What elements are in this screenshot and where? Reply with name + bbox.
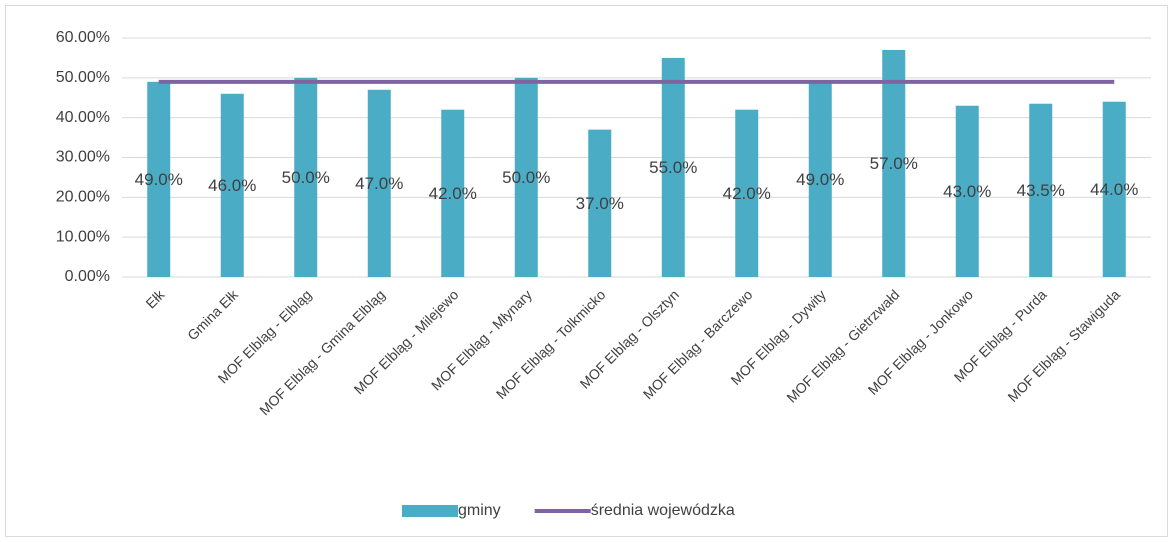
bar	[588, 129, 612, 277]
bar	[882, 49, 906, 278]
bar	[441, 109, 465, 277]
y-tick-label: 40.00%	[56, 109, 110, 126]
data-label: 55.0%	[649, 158, 697, 177]
data-label: 42.0%	[429, 184, 477, 203]
bar	[955, 105, 979, 277]
bar	[514, 77, 538, 277]
bar	[661, 57, 685, 277]
y-tick-label: 20.00%	[56, 189, 110, 206]
bar	[220, 93, 244, 278]
y-tick-label: 30.00%	[56, 149, 110, 166]
bar	[294, 77, 318, 277]
data-label: 49.0%	[135, 170, 183, 189]
data-label: 37.0%	[576, 194, 624, 213]
y-tick-label: 60.00%	[56, 29, 110, 46]
legend-swatch	[402, 505, 458, 517]
data-label: 42.0%	[723, 184, 771, 203]
legend-label: średnia wojewódzka	[591, 502, 735, 519]
bar	[1029, 103, 1053, 277]
bar	[735, 109, 759, 277]
data-label: 50.0%	[502, 168, 550, 187]
data-label: 57.0%	[870, 154, 918, 173]
bar	[367, 89, 391, 278]
bar	[1102, 101, 1126, 277]
y-tick-label: 0.00%	[65, 268, 110, 285]
data-label: 46.0%	[208, 176, 256, 195]
bar	[147, 81, 171, 277]
legend-label: gminy	[458, 502, 501, 519]
bar	[808, 81, 832, 277]
data-label: 44.0%	[1090, 180, 1138, 199]
data-label: 50.0%	[282, 168, 330, 187]
data-label: 49.0%	[796, 170, 844, 189]
y-tick-label: 10.00%	[56, 228, 110, 245]
y-tick-label: 50.00%	[56, 69, 110, 86]
data-label: 47.0%	[355, 174, 403, 193]
data-label: 43.0%	[943, 182, 991, 201]
chart-frame	[5, 5, 1168, 537]
data-label: 43.5%	[1017, 181, 1065, 200]
